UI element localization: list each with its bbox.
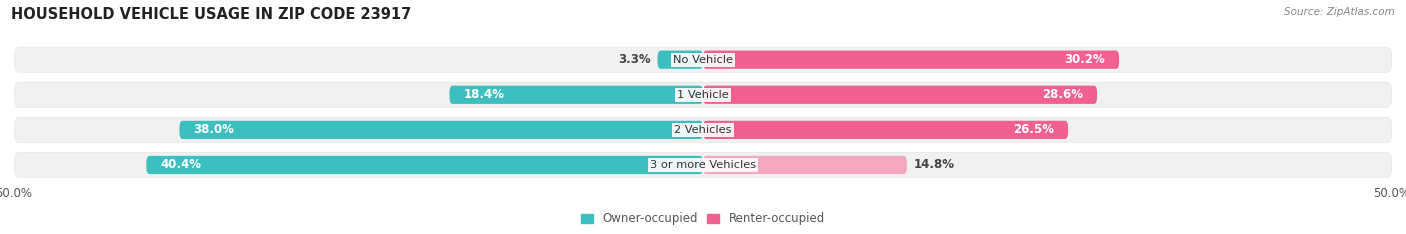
Text: No Vehicle: No Vehicle	[673, 55, 733, 65]
Text: 30.2%: 30.2%	[1064, 53, 1105, 66]
Text: 3 or more Vehicles: 3 or more Vehicles	[650, 160, 756, 170]
FancyBboxPatch shape	[146, 156, 703, 174]
FancyBboxPatch shape	[14, 82, 1392, 107]
Text: HOUSEHOLD VEHICLE USAGE IN ZIP CODE 23917: HOUSEHOLD VEHICLE USAGE IN ZIP CODE 2391…	[11, 7, 412, 22]
Text: Source: ZipAtlas.com: Source: ZipAtlas.com	[1284, 7, 1395, 17]
Text: 38.0%: 38.0%	[193, 123, 233, 136]
Text: 40.4%: 40.4%	[160, 158, 201, 172]
FancyBboxPatch shape	[14, 117, 1392, 143]
Text: 14.8%: 14.8%	[914, 158, 955, 172]
Legend: Owner-occupied, Renter-occupied: Owner-occupied, Renter-occupied	[576, 208, 830, 230]
FancyBboxPatch shape	[703, 86, 1097, 104]
Text: 3.3%: 3.3%	[619, 53, 651, 66]
Text: 18.4%: 18.4%	[463, 88, 505, 101]
FancyBboxPatch shape	[14, 152, 1392, 178]
Text: 28.6%: 28.6%	[1042, 88, 1083, 101]
FancyBboxPatch shape	[703, 121, 1069, 139]
Text: 2 Vehicles: 2 Vehicles	[675, 125, 731, 135]
Text: 26.5%: 26.5%	[1014, 123, 1054, 136]
FancyBboxPatch shape	[450, 86, 703, 104]
FancyBboxPatch shape	[703, 51, 1119, 69]
FancyBboxPatch shape	[14, 47, 1392, 72]
Text: 1 Vehicle: 1 Vehicle	[678, 90, 728, 100]
FancyBboxPatch shape	[703, 156, 907, 174]
FancyBboxPatch shape	[180, 121, 703, 139]
FancyBboxPatch shape	[658, 51, 703, 69]
